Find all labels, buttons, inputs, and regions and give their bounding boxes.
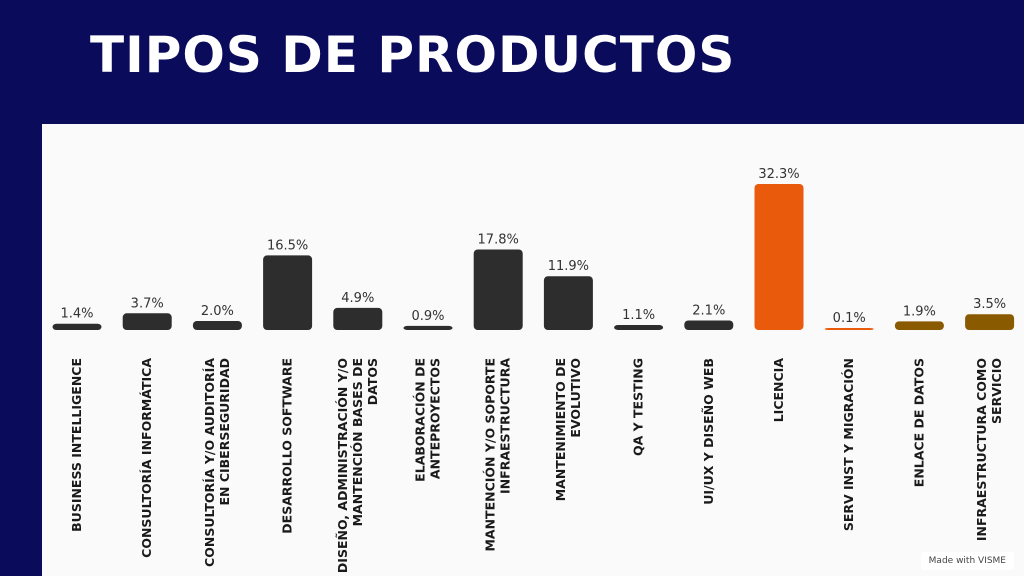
category-label-line: MANTENCIÓN BASES DE [350,358,365,526]
bar-value-label-2: 2.0% [201,304,234,319]
bar-12 [894,321,944,330]
category-label-12: ENLACE DE DATOS [911,358,926,487]
bar-9 [684,320,734,330]
category-label-line: EN CIBERSEGURIDAD [217,358,232,506]
category-label-line: UI/UX Y DISEÑO WEB [701,358,716,505]
bar-5 [403,325,453,330]
bar-value-label-1: 3.7% [131,296,164,311]
bar-value-label-12: 1.9% [903,304,936,319]
bar-value-label-4: 4.9% [341,291,374,306]
bar-chart: 1.4% BUSINESS INTELLIGENCE 3.7% CONSULTORÍA… [52,167,1015,573]
category-label-10: LICENCIA [771,358,786,423]
header: TIPOS DE PRODUCTOS [0,0,1024,124]
category-label-line: INFRAESTRUCTURA [498,358,513,494]
category-label-line: CONSULTORÍA INFORMÁTICA [139,358,154,558]
bar-4 [333,307,383,330]
category-label-line: DATOS [365,358,380,405]
category-label-line: CONSULTORÍA Y/O AUDITORÍA [202,358,217,567]
category-label-6: MANTENCIÓN Y/O SOPORTE INFRAESTRUCTURA [483,358,513,552]
bar-7 [543,276,593,330]
bar-value-label-5: 0.9% [411,309,444,324]
bar-value-label-3: 16.5% [267,238,308,253]
category-label-line: LICENCIA [771,358,786,423]
bar-10 [754,184,804,330]
bar-value-label-0: 1.4% [60,307,93,322]
bar-value-label-7: 11.9% [548,259,589,274]
bar-value-label-8: 1.1% [622,308,655,323]
category-label-7: MANTENIMIENTO DE EVOLUTIVO [553,358,583,501]
bar-value-label-11: 0.1% [833,311,866,326]
category-label-4: DISEÑO, ADMINISTRACIÓN Y/O MANTENCIÓN BAS… [335,358,380,573]
bar-value-label-10: 32.3% [758,167,799,182]
chart-panel: 1.4% BUSINESS INTELLIGENCE 3.7% CONSULTORÍA… [42,124,1024,576]
category-label-line: INFRAESTRUCTURA COMO [974,358,989,541]
category-label-line: QA Y TESTING [631,358,646,456]
bar-1 [122,313,172,330]
category-label-9: UI/UX Y DISEÑO WEB [701,358,716,505]
category-label-line: MANTENIMIENTO DE [553,358,568,501]
category-label-line: EVOLUTIVO [568,358,583,438]
bar-2 [192,321,242,330]
category-label-line: SERV INST Y MIGRACIÓN [841,358,856,531]
watermark[interactable]: Made with VISME [920,552,1014,570]
category-label-line: BUSINESS INTELLIGENCE [69,358,84,532]
bar-value-label-9: 2.1% [692,304,725,319]
category-label-line: SERVICIO [989,358,1004,424]
category-label-11: SERV INST Y MIGRACIÓN [841,358,856,531]
category-label-line: ELABORACIÓN DE [413,358,428,482]
category-label-8: QA Y TESTING [631,358,646,456]
bar-value-label-6: 17.8% [478,233,519,248]
category-label-13: INFRAESTRUCTURA COMO SERVICIO [974,358,1004,541]
category-label-line: ANTEPROYECTOS [428,358,443,479]
bar-11 [824,328,874,330]
bar-13 [965,314,1015,330]
category-label-0: BUSINESS INTELLIGENCE [69,358,84,532]
bar-3 [263,255,313,330]
category-label-1: CONSULTORÍA INFORMÁTICA [139,358,154,558]
category-label-line: ENLACE DE DATOS [911,358,926,487]
category-label-5: ELABORACIÓN DE ANTEPROYECTOS [413,358,443,482]
category-label-3: DESARROLLO SOFTWARE [280,358,295,534]
category-label-line: MANTENCIÓN Y/O SOPORTE [483,358,498,552]
bar-value-label-13: 3.5% [973,297,1006,312]
category-label-2: CONSULTORÍA Y/O AUDITORÍA EN CIBERSEGURID… [202,358,232,567]
page-title: TIPOS DE PRODUCTOS [90,26,736,84]
category-label-line: DISEÑO, ADMINISTRACIÓN Y/O [335,358,350,573]
category-label-line: DESARROLLO SOFTWARE [280,358,295,534]
bar-6 [473,249,523,330]
bar-0 [52,323,102,330]
bar-8 [614,325,664,330]
